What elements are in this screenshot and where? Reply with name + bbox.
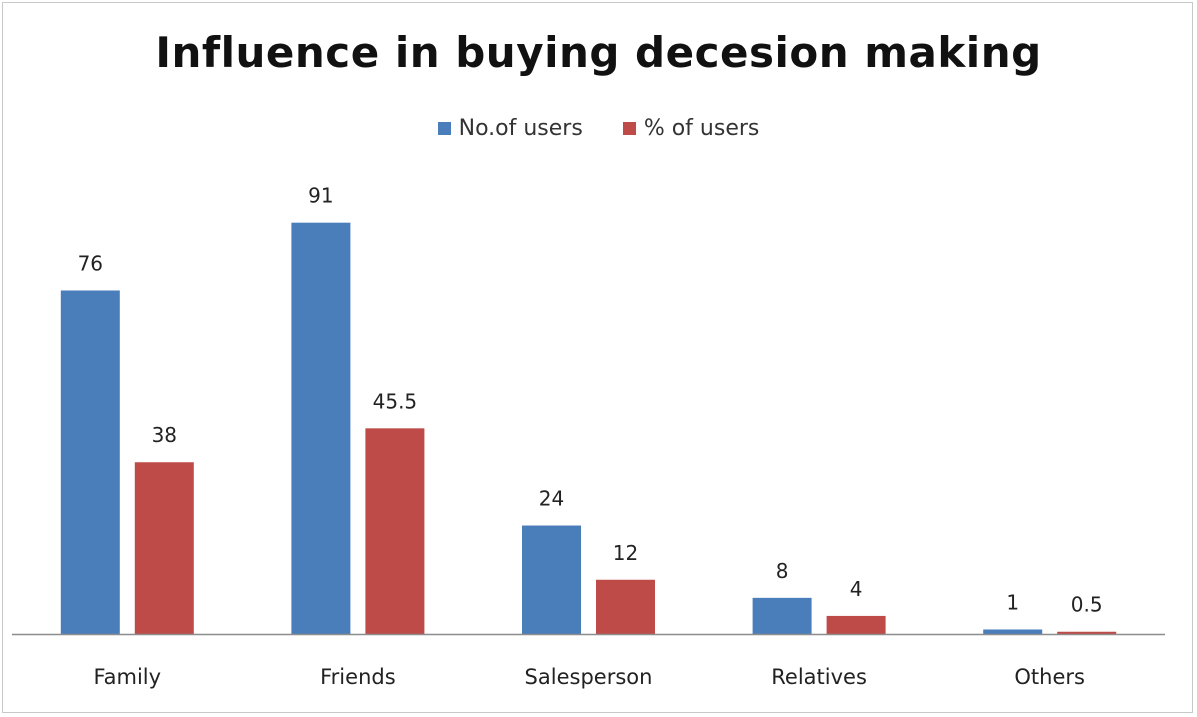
bar-salesperson-series-2 — [596, 579, 655, 634]
legend-swatch-series-1 — [437, 122, 451, 135]
bar-family-series-1 — [60, 290, 120, 634]
x-tick-label-family: Family — [94, 665, 162, 689]
data-label-others-series-1: 1 — [1006, 590, 1019, 614]
chart-legend: No.of users % of users — [0, 116, 1197, 141]
legend-swatch-series-2 — [622, 122, 636, 135]
x-tick-label-relatives: Relatives — [771, 665, 867, 689]
bar-friends-series-1 — [291, 222, 351, 634]
bar-family-series-2 — [134, 462, 194, 634]
x-tick-label-salesperson: Salesperson — [525, 665, 653, 689]
data-label-others-series-2: 0.5 — [1071, 593, 1103, 617]
legend-label-series-2: % of users — [643, 116, 760, 141]
data-label-relatives-series-1: 8 — [776, 559, 789, 583]
data-label-relatives-series-2: 4 — [850, 577, 863, 601]
data-label-friends-series-1: 91 — [308, 184, 333, 208]
data-label-salesperson-series-1: 24 — [539, 487, 564, 511]
bar-friends-series-2 — [365, 428, 425, 634]
bar-salesperson-series-1 — [522, 525, 581, 634]
bar-others-series-2 — [1057, 631, 1117, 634]
bar-relatives-series-2 — [826, 615, 886, 634]
bar-relatives-series-1 — [752, 597, 812, 634]
bar-others-series-1 — [983, 629, 1043, 634]
data-label-family-series-1: 76 — [78, 251, 103, 275]
legend-item-series-2: % of users — [622, 116, 760, 141]
data-label-salesperson-series-2: 12 — [613, 541, 638, 565]
legend-label-series-1: No.of users — [458, 116, 583, 141]
x-tick-label-others: Others — [1014, 665, 1085, 689]
data-label-family-series-2: 38 — [152, 423, 177, 447]
legend-item-series-1: No.of users — [437, 116, 583, 141]
data-label-friends-series-2: 45.5 — [373, 389, 418, 413]
chart-title: Influence in buying decesion making — [155, 28, 1042, 77]
x-tick-label-friends: Friends — [320, 665, 396, 689]
